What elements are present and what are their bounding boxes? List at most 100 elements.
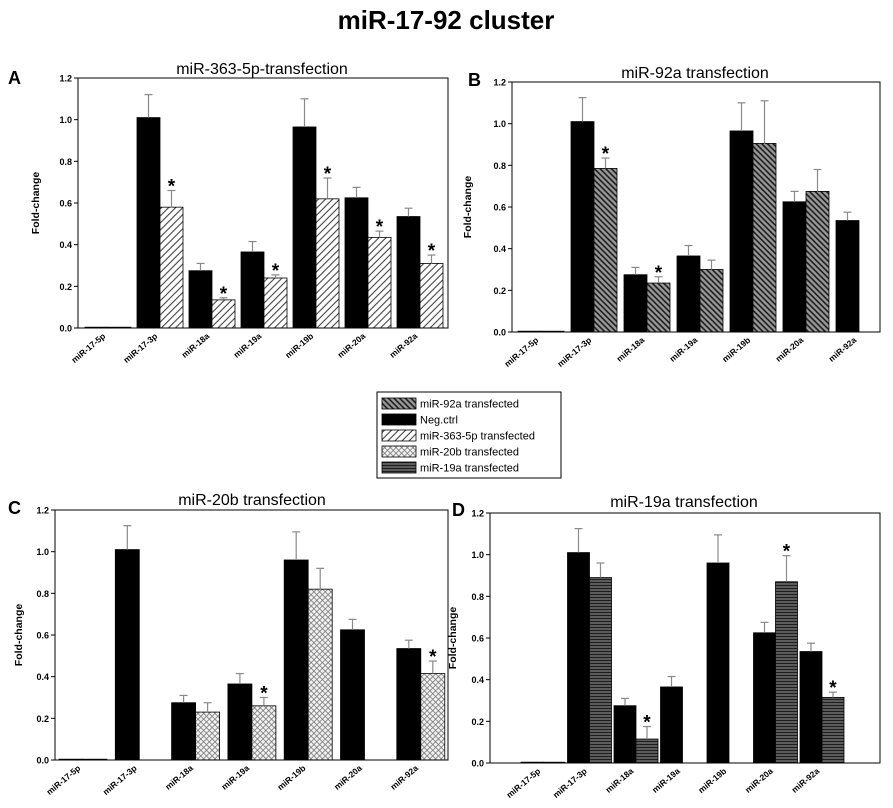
panel-a-bar-mir-363-5p-transfected-mir-20a <box>367 236 392 329</box>
panel-a-title: miR-363-5p-transfection <box>176 61 348 78</box>
panel-a-plot-frame <box>77 77 449 329</box>
panel-a-letter: A <box>8 68 21 88</box>
panel-a-y-tick-label: 1.0 <box>59 115 72 125</box>
panel-d-title: miR-19a transfection <box>610 494 758 511</box>
panel-d-y-axis-label: Fold-change <box>447 607 459 670</box>
panel-d-y-tick-label: 1.0 <box>471 550 484 560</box>
panel-b-significance-marker-mir-17-3p: * <box>602 144 610 165</box>
panel-a-y-tick-label: 0.0 <box>59 324 72 334</box>
panel-a-significance-marker-mir-17-3p: * <box>168 177 176 198</box>
panel-c-category-label-mir-17-5p: miR-17-5p <box>44 763 82 797</box>
panel-a-category-label-mir-19b: miR-19b <box>283 331 315 360</box>
panel-d-significance-marker-mir-20a: * <box>783 542 791 563</box>
panel-c-bar-mir-20b-transfected-mir-19b <box>307 588 333 761</box>
panel-a-bar-neg-ctrl-mir-19a <box>240 251 265 329</box>
panel-d-bar-neg-ctrl-mir-19a <box>660 686 683 764</box>
panel-d-category-label-mir-17-5p: miR-17-5p <box>504 766 542 800</box>
panel-b-bar-neg-ctrl-mir-19b <box>729 130 754 333</box>
panel-a-bar-mir-363-5p-transfected-mir-19a <box>263 277 288 329</box>
panel-a-significance-marker-mir-20a: * <box>376 217 384 238</box>
panel-d-significance-marker-mir-18a: * <box>643 713 651 734</box>
panel-c-category-label-mir-18a: miR-18a <box>163 763 195 792</box>
panel-b-y-tick-label: 0.6 <box>493 203 506 213</box>
panel-a-significance-marker-mir-19a: * <box>272 261 280 282</box>
panel-b-bar-mir-92a-transfected-mir-18a <box>646 282 671 333</box>
panel-a-category-label-mir-92a: miR-92a <box>388 331 420 360</box>
legend-label-neg-ctrl: Neg.ctrl <box>420 415 458 427</box>
panel-a-significance-marker-mir-92a: * <box>428 241 436 262</box>
panel-d-significance-marker-mir-92a: * <box>829 678 837 699</box>
panel-a-bar-neg-ctrl-mir-92a <box>396 216 421 329</box>
panel-c-bar-neg-ctrl-mir-19b <box>283 559 309 761</box>
panel-d-bar-mir-19a-transfected-mir-92a <box>821 696 845 764</box>
legend-swatch-mir-20b-transfected <box>381 445 417 458</box>
panel-b-category-label-mir-20a: miR-20a <box>774 335 806 364</box>
panel-d-category-label-mir-19b: miR-19b <box>696 766 728 795</box>
panel-c-y-tick-label: 0.6 <box>36 631 49 641</box>
panel-a-bar-neg-ctrl-mir-19b <box>292 126 317 329</box>
panel-a-significance-marker-mir-18a: * <box>220 284 228 305</box>
panel-d-category-label-mir-17-3p: miR-17-3p <box>551 766 589 800</box>
panel-d-bar-neg-ctrl-mir-19b <box>706 562 730 764</box>
panel-b-bar-neg-ctrl-mir-92a <box>835 220 860 333</box>
legend-label-mir-363-5p-transfected: miR-363-5p transfected <box>420 431 535 443</box>
panel-c-bar-neg-ctrl-mir-20a <box>340 629 365 761</box>
legend-swatch-neg-ctrl <box>381 413 417 426</box>
panel-c-y-axis-label: Fold-change <box>13 604 25 667</box>
panel-b-bar-neg-ctrl-mir-20a <box>782 201 807 333</box>
panel-c-bar-neg-ctrl-mir-17-3p <box>114 549 140 761</box>
panel-c-bar-mir-20b-transfected-mir-18a <box>195 711 221 761</box>
panel-a-bar-mir-363-5p-transfected-mir-19b <box>315 198 340 329</box>
panel-b-title: miR-92a transfection <box>621 65 769 82</box>
legend-item-mir-92a-transfected: miR-92a transfected <box>381 397 519 411</box>
legend-swatch-mir-92a-transfected <box>381 397 417 410</box>
panel-c-bar-mir-20b-transfected-mir-92a <box>420 673 446 761</box>
panel-a-significance-marker-mir-19b: * <box>324 164 332 185</box>
panel-b-y-tick-label: 0.8 <box>493 161 506 171</box>
panel-c-y-tick-label: 0.0 <box>36 756 49 766</box>
panel-c-plot-frame <box>54 509 449 761</box>
panel-a-y-tick-label: 1.2 <box>59 74 72 84</box>
legend-item-mir-19a-transfected: miR-19a transfected <box>381 461 519 475</box>
panel-b-y-tick-label: 0.0 <box>493 328 506 338</box>
panel-c-category-label-mir-19a: miR-19a <box>219 763 251 792</box>
panel-a-y-axis-label: Fold-change <box>30 172 42 235</box>
panel-b-significance-marker-mir-18a: * <box>655 263 663 284</box>
panel-a-y-tick-label: 0.6 <box>59 199 72 209</box>
panel-c-category-label-mir-17-3p: miR-17-3p <box>101 763 139 797</box>
panel-d-y-tick-label: 0.6 <box>471 634 484 644</box>
panel-d-bar-neg-ctrl-mir-17-3p <box>567 552 590 764</box>
panel-d-y-tick-label: 0.4 <box>471 675 484 685</box>
panel-b-letter: B <box>468 70 481 90</box>
panel-d-letter: D <box>452 500 465 520</box>
panel-c-y-tick-label: 0.4 <box>36 672 49 682</box>
legend-swatch-mir-363-5p-transfected <box>381 429 417 442</box>
panel-b-category-label-mir-92a: miR-92a <box>827 335 859 364</box>
panel-d-bar-mir-19a-transfected-mir-17-3p <box>589 577 612 764</box>
panel-a-y-tick-label: 0.8 <box>59 157 72 167</box>
legend-label-mir-19a-transfected: miR-19a transfected <box>420 463 519 475</box>
panel-a-category-label-mir-19a: miR-19a <box>232 331 264 360</box>
figure-title: miR-17-92 cluster <box>338 5 555 35</box>
panel-b-y-tick-label: 1.2 <box>493 78 506 88</box>
panel-d-y-tick-label: 1.2 <box>471 509 484 519</box>
legend-label-mir-92a-transfected: miR-92a transfected <box>420 399 519 411</box>
panel-c-category-label-mir-19b: miR-19b <box>275 763 307 792</box>
panel-c-significance-marker-mir-19a: * <box>260 684 268 705</box>
legend-item-neg-ctrl: Neg.ctrl <box>381 413 458 427</box>
panel-a-category-label-mir-18a: miR-18a <box>180 331 212 360</box>
legend-label-mir-20b-transfected: miR-20b transfected <box>420 447 519 459</box>
panel-b-category-label-mir-17-5p: miR-17-5p <box>502 335 540 369</box>
panel-a-bar-neg-ctrl-mir-18a <box>188 270 213 329</box>
panel-a-bar-neg-ctrl-mir-20a <box>344 197 369 329</box>
panel-c-bar-neg-ctrl-mir-19a <box>227 683 253 761</box>
panel-d-category-label-mir-92a: miR-92a <box>790 766 822 795</box>
panel-c-y-tick-label: 1.0 <box>36 547 49 557</box>
panel-d-y-tick-label: 0.2 <box>471 717 484 727</box>
panel-c-significance-marker-mir-92a: * <box>429 647 437 668</box>
panel-c-y-tick-label: 0.8 <box>36 589 49 599</box>
panel-d-y-tick-label: 0.0 <box>471 759 484 769</box>
